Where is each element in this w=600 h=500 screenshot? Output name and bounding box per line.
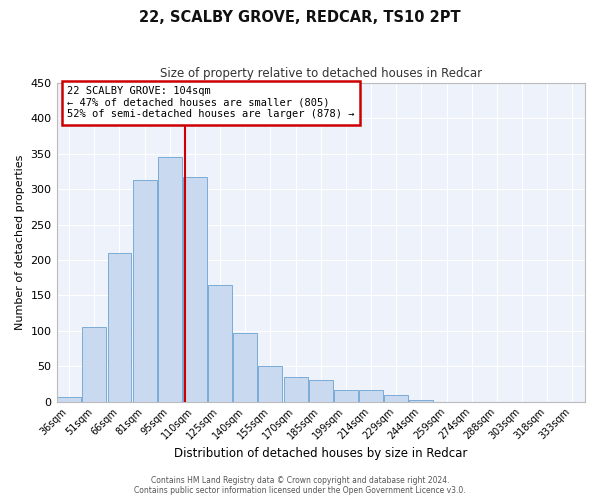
Title: Size of property relative to detached houses in Redcar: Size of property relative to detached ho… bbox=[160, 68, 482, 80]
Bar bbox=[158, 158, 182, 402]
Bar bbox=[409, 400, 433, 402]
Bar bbox=[385, 396, 408, 402]
Text: 22 SCALBY GROVE: 104sqm
← 47% of detached houses are smaller (805)
52% of semi-d: 22 SCALBY GROVE: 104sqm ← 47% of detache… bbox=[67, 86, 355, 120]
Bar bbox=[284, 377, 308, 402]
Text: Contains HM Land Registry data © Crown copyright and database right 2024.
Contai: Contains HM Land Registry data © Crown c… bbox=[134, 476, 466, 495]
Bar bbox=[309, 380, 333, 402]
Bar bbox=[107, 253, 131, 402]
Y-axis label: Number of detached properties: Number of detached properties bbox=[15, 154, 25, 330]
Bar bbox=[259, 366, 283, 402]
Bar bbox=[82, 328, 106, 402]
Bar bbox=[359, 390, 383, 402]
Bar bbox=[334, 390, 358, 402]
Text: 22, SCALBY GROVE, REDCAR, TS10 2PT: 22, SCALBY GROVE, REDCAR, TS10 2PT bbox=[139, 10, 461, 25]
Bar bbox=[57, 396, 81, 402]
X-axis label: Distribution of detached houses by size in Redcar: Distribution of detached houses by size … bbox=[174, 447, 467, 460]
Bar bbox=[133, 180, 157, 402]
Bar bbox=[183, 177, 207, 402]
Bar bbox=[233, 333, 257, 402]
Bar bbox=[208, 285, 232, 402]
